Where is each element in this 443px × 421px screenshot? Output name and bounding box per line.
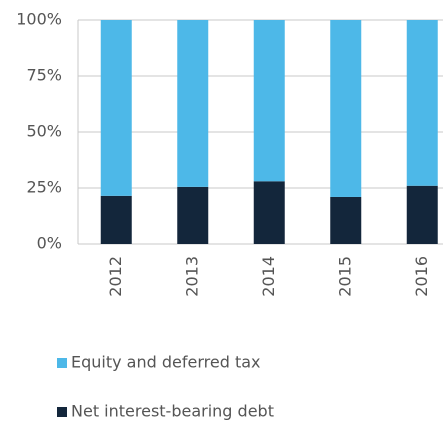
bar-segment bbox=[330, 196, 362, 244]
bar-segment bbox=[406, 185, 438, 244]
bar-segment bbox=[406, 20, 438, 186]
x-tick-label: 2014 bbox=[259, 256, 278, 297]
legend-swatch bbox=[57, 407, 67, 417]
bar-segment bbox=[253, 181, 285, 244]
bar-segment bbox=[253, 20, 285, 182]
bar-segment bbox=[330, 20, 362, 197]
x-tick-label: 2015 bbox=[335, 256, 354, 297]
y-tick-label: 50% bbox=[26, 122, 62, 141]
y-tick-label: 0% bbox=[37, 234, 62, 253]
bar-segment bbox=[177, 20, 209, 187]
bar-segment bbox=[177, 186, 209, 244]
x-tick-label: 2012 bbox=[106, 256, 125, 297]
x-tick-label: 2016 bbox=[412, 256, 431, 297]
y-tick-label: 100% bbox=[16, 10, 62, 29]
bar-segment bbox=[100, 20, 132, 196]
y-tick-label: 75% bbox=[26, 66, 62, 85]
legend-label: Equity and deferred tax bbox=[71, 353, 261, 372]
legend-swatch bbox=[57, 358, 67, 368]
bar-segment bbox=[100, 195, 132, 244]
y-tick-label: 25% bbox=[26, 178, 62, 197]
x-tick-label: 2013 bbox=[182, 256, 201, 297]
legend-label: Net interest-bearing debt bbox=[71, 402, 274, 421]
